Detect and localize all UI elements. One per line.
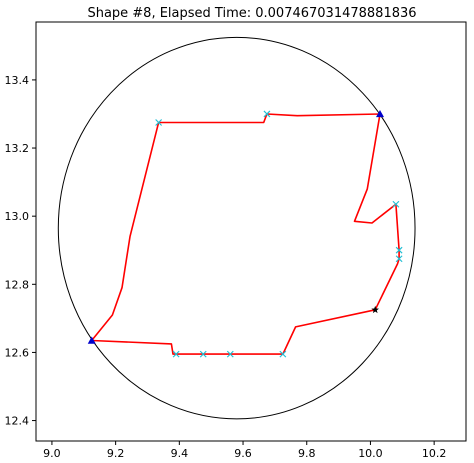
x-marker-stroke: [172, 350, 180, 358]
x-marker: [199, 350, 207, 358]
x-marker-stroke: [226, 350, 234, 358]
y-tick-label: 12.8: [5, 278, 30, 291]
y-tick-label: 12.4: [5, 415, 30, 428]
x-tick-label: 10.2: [422, 447, 447, 460]
x-tick-label: 9.8: [298, 447, 316, 460]
plot-area: [57, 36, 416, 420]
x-marker: [263, 110, 271, 118]
x-marker-stroke: [395, 246, 403, 254]
x-tick-label: 9.2: [107, 447, 125, 460]
x-marker-stroke: [263, 110, 271, 118]
chart-title: Shape #8, Elapsed Time: 0.00746703147888…: [87, 6, 416, 21]
triangle-marker: [376, 109, 384, 118]
x-tick-label: 10.0: [358, 447, 383, 460]
x-marker-stroke: [279, 350, 287, 358]
y-tick-label: 12.6: [5, 346, 30, 359]
x-tick-label: 9.4: [171, 447, 189, 460]
x-marker: [279, 350, 287, 358]
x-marker-stroke: [392, 200, 400, 208]
x-marker-stroke: [199, 350, 207, 358]
x-marker-stroke: [155, 119, 163, 126]
axes: 9.0 9.2 9.4 9.6 9.8 10.0 10.2 12.4 12.6 12.8 13.0 1…: [5, 21, 467, 460]
y-tick-label: 13.2: [5, 142, 30, 155]
x-marker: [226, 350, 234, 358]
x-marker: [395, 255, 403, 263]
x-marker: [172, 350, 180, 358]
x-marker: [392, 200, 400, 208]
x-marker: [395, 246, 403, 254]
star-marker: [371, 305, 379, 314]
shape-path: [91, 113, 400, 355]
plot-frame: [35, 21, 467, 442]
triangle-marker: [87, 336, 96, 344]
x-tick-label: 9.0: [43, 447, 61, 460]
plot-content: [57, 36, 416, 420]
x-tick-label: 9.6: [234, 447, 252, 460]
bounding-circle: [57, 36, 416, 420]
x-marker-stroke: [395, 255, 403, 263]
x-marker: [155, 119, 163, 126]
y-tick-label: 13.4: [5, 74, 30, 87]
y-tick-label: 13.0: [5, 210, 30, 223]
